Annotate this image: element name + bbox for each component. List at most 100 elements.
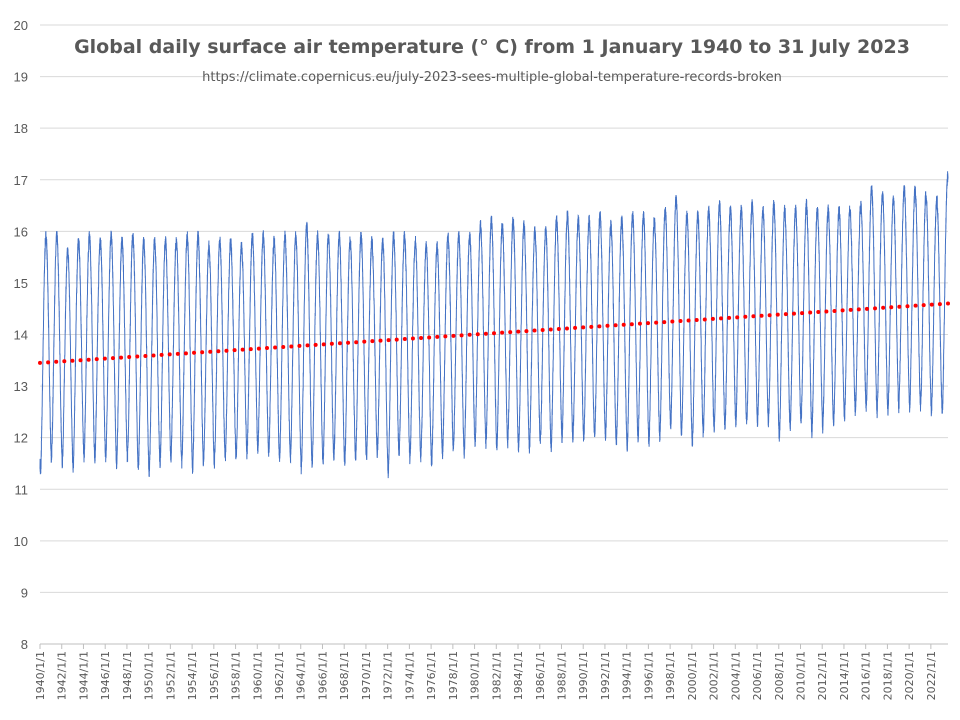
- trend-dot: [516, 329, 521, 334]
- x-tick-label: 2006/1/1: [751, 651, 764, 700]
- trend-dot: [321, 342, 326, 347]
- trend-dot: [727, 315, 732, 320]
- y-tick-label: 11: [15, 482, 29, 497]
- trend-dot: [913, 303, 918, 308]
- trend-dot: [443, 334, 448, 339]
- trend-dot: [386, 338, 391, 343]
- trend-dot: [556, 326, 561, 331]
- x-tick-label: 1954/1/1: [186, 651, 199, 700]
- trend-dot: [200, 350, 205, 355]
- x-tick-label: 1968/1/1: [338, 651, 351, 700]
- y-tick-label: 9: [21, 585, 28, 600]
- trend-dot: [848, 307, 853, 312]
- x-tick-label: 1944/1/1: [77, 651, 90, 700]
- trend-dot: [597, 324, 602, 329]
- trend-dot: [564, 326, 569, 331]
- trend-dot: [232, 348, 237, 353]
- trend-dot: [808, 310, 813, 315]
- trend-dot: [70, 358, 75, 363]
- trend-dot: [662, 320, 667, 325]
- trend-dot: [856, 307, 861, 312]
- trend-dot: [735, 315, 740, 320]
- trend-dot: [637, 321, 642, 326]
- trend-dot: [183, 351, 188, 356]
- trend-dot: [427, 335, 432, 340]
- trend-dot: [402, 337, 407, 342]
- y-tick-label: 17: [14, 173, 28, 188]
- x-tick-label: 1996/1/1: [642, 651, 655, 700]
- trend-dot: [224, 348, 229, 353]
- trend-dot: [605, 323, 610, 328]
- y-tick-label: 16: [14, 224, 28, 239]
- trend-dot: [159, 352, 164, 357]
- trend-dot: [581, 325, 586, 330]
- x-tick-label: 2002/1/1: [708, 651, 721, 700]
- x-tick-label: 1976/1/1: [425, 651, 438, 700]
- x-tick-label: 1974/1/1: [403, 651, 416, 700]
- trend-dot: [524, 329, 529, 334]
- x-tick-label: 1986/1/1: [534, 651, 547, 700]
- x-tick-label: 2010/1/1: [794, 651, 807, 700]
- trend-dot: [475, 332, 480, 337]
- x-tick-label: 2016/1/1: [860, 651, 873, 700]
- trend-dot: [354, 340, 359, 345]
- trend-dot: [589, 324, 594, 329]
- trend-dot: [921, 303, 926, 308]
- trend-dot: [751, 314, 756, 319]
- x-tick-label: 1960/1/1: [251, 651, 264, 700]
- x-tick-label: 2008/1/1: [773, 651, 786, 700]
- trend-dot: [281, 344, 286, 349]
- trend-dot: [791, 311, 796, 316]
- trend-dot: [767, 313, 772, 318]
- y-tick-label: 14: [14, 328, 28, 343]
- trend-dot: [670, 319, 675, 324]
- trend-dot: [775, 312, 780, 317]
- trend-dot: [621, 322, 626, 327]
- trend-dot: [719, 316, 723, 321]
- trend-dot: [54, 359, 59, 364]
- trend-dot: [337, 341, 342, 346]
- trend-dot: [889, 305, 894, 310]
- trend-dot: [329, 341, 334, 346]
- trend-dot: [370, 339, 375, 344]
- trend-dot: [127, 355, 132, 360]
- trend-dot: [394, 337, 399, 342]
- x-tick-label: 2020/1/1: [903, 651, 916, 700]
- x-tick-label: 2000/1/1: [686, 651, 699, 700]
- trend-dot: [646, 321, 651, 326]
- trend-dot: [743, 314, 748, 319]
- trend-dot: [824, 309, 829, 314]
- trend-dot: [929, 302, 934, 307]
- chart-subtitle: https://climate.copernicus.eu/july-2023-…: [202, 70, 782, 85]
- trend-dot: [467, 332, 472, 337]
- trend-dot: [800, 311, 805, 316]
- trend-dot: [102, 356, 107, 361]
- x-tick-label: 1948/1/1: [121, 651, 134, 700]
- x-tick-label: 1992/1/1: [599, 651, 612, 700]
- daily-temperature-series: [39, 171, 949, 479]
- x-tick-label: 1978/1/1: [447, 651, 460, 700]
- x-tick-label: 1990/1/1: [577, 651, 590, 700]
- trend-dot: [78, 358, 83, 363]
- trend-dot: [135, 354, 140, 359]
- x-tick-label: 1940/1/1: [34, 651, 47, 700]
- y-tick-label: 19: [14, 70, 28, 85]
- x-tick-label: 1956/1/1: [208, 651, 221, 700]
- trend-dot: [410, 336, 415, 341]
- y-tick-label: 8: [21, 637, 28, 652]
- trend-dot: [313, 342, 318, 347]
- trend-dot: [208, 349, 213, 354]
- x-tick-label: 1988/1/1: [555, 651, 568, 700]
- trend-dot: [508, 330, 513, 335]
- trend-dot: [167, 352, 172, 357]
- x-tick-label: 2018/1/1: [881, 651, 894, 700]
- trend-dot: [483, 331, 488, 336]
- chart-title: Global daily surface air temperature (° …: [74, 36, 910, 58]
- x-axis: 1940/1/1 1942/1/1 1944/1/1 1946/1/1 1948/1/1…: [34, 643, 948, 700]
- trend-line: [38, 301, 950, 365]
- x-tick-label: 1946/1/1: [99, 651, 112, 700]
- x-tick-label: 1980/1/1: [469, 651, 482, 700]
- trend-dot: [451, 333, 456, 338]
- trend-dot: [305, 343, 310, 348]
- trend-dot: [832, 308, 837, 313]
